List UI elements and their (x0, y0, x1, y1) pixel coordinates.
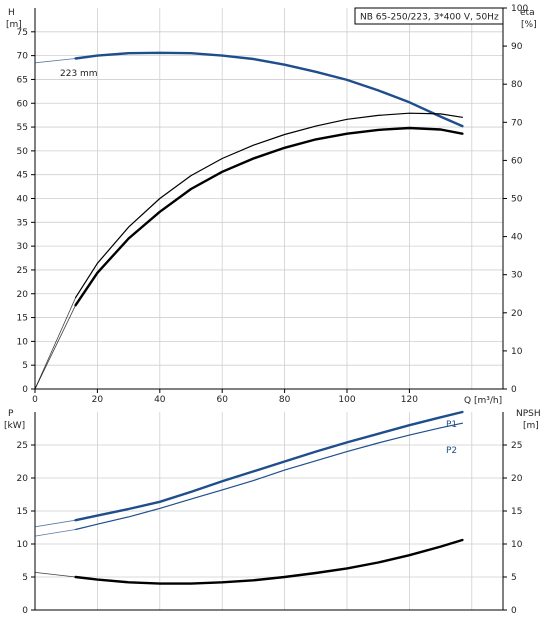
bottom-right-tick-label: 20 (511, 474, 523, 484)
top-left-tick-label: 40 (17, 195, 29, 205)
top-series-1-line (74, 112, 463, 299)
top-series-2-line (74, 126, 464, 307)
p2-series-label: P2 (446, 446, 457, 456)
x-tick-label: 80 (279, 395, 291, 405)
bottom-series-2-extension-line (34, 572, 76, 578)
top-left-tick-label: 60 (17, 99, 29, 109)
bottom-panel-axes: 0 5 10 15 20 25 0 5 10 15 20 25 (17, 412, 523, 616)
top-left-axis-label: H (8, 8, 15, 18)
impeller-diameter-label: 223 mm (60, 69, 98, 79)
top-right-tick-label: 50 (511, 195, 523, 205)
top-right-axis-unit: [%] (521, 20, 537, 30)
bottom-left-tick-label: 15 (17, 507, 28, 517)
top-left-tick-label: 10 (17, 337, 29, 347)
top-left-tick-label: 0 (22, 385, 28, 395)
x-tick-label: 0 (32, 395, 38, 405)
bottom-series-p1-line (74, 410, 464, 522)
bottom-left-tick-label: 25 (17, 441, 28, 451)
bottom-left-tick-label: 20 (17, 474, 29, 484)
top-right-tick-label: 30 (511, 271, 523, 281)
bottom-left-tick-label: 10 (17, 540, 29, 550)
top-right-tick-label: 70 (511, 118, 523, 128)
bottom-series-2-line (74, 538, 464, 585)
top-right-tick-label: 100 (511, 4, 528, 14)
bottom-right-tick-label: 5 (511, 573, 517, 583)
chart-title: NB 65-250/223, 3*400 V, 50Hz (360, 13, 499, 23)
top-left-axis-unit: [m] (6, 20, 22, 30)
top-left-tick-label: 35 (17, 218, 28, 228)
top-right-tick-label: 10 (511, 347, 523, 357)
bottom-series-p1-extension-line (34, 519, 76, 528)
x-tick-label: 120 (401, 395, 418, 405)
top-left-tick-label: 55 (17, 123, 28, 133)
top-left-tick-label: 30 (17, 242, 29, 252)
bottom-right-tick-label: 0 (511, 606, 517, 616)
top-series-0-line (74, 51, 464, 128)
x-tick-label: 20 (92, 395, 104, 405)
title-box (354, 7, 504, 25)
bottom-left-axis-unit: [kW] (4, 421, 25, 431)
top-left-tick-label: 5 (22, 361, 28, 371)
p1-series-label: P1 (446, 420, 457, 430)
bottom-right-tick-label: 15 (511, 507, 522, 517)
top-right-tick-label: 80 (511, 80, 523, 90)
top-left-tick-label: 75 (17, 28, 28, 38)
top-panel-axes: 0 5 10 15 20 25 30 35 40 45 50 55 60 65 70 75 0 10 20 30 40 5… (17, 4, 529, 405)
top-right-tick-label: 40 (511, 233, 523, 243)
bottom-left-tick-label: 5 (22, 573, 28, 583)
x-tick-label: 40 (154, 395, 166, 405)
top-left-tick-label: 70 (17, 52, 29, 62)
top-series-1-extension-line (34, 297, 76, 390)
top-panel-series (34, 51, 464, 390)
top-left-tick-label: 65 (17, 75, 28, 85)
top-left-tick-label: 50 (17, 147, 29, 157)
top-left-tick-label: 25 (17, 266, 28, 276)
bottom-series-p2-extension-line (34, 529, 76, 537)
bottom-left-tick-label: 0 (22, 606, 28, 616)
top-left-tick-label: 15 (17, 314, 28, 324)
bottom-panel-series (34, 410, 464, 585)
top-series-2-extension-line (34, 305, 76, 390)
bottom-panel-grid (35, 412, 503, 610)
bottom-right-tick-label: 25 (511, 441, 522, 451)
top-right-axis-label: eta (520, 8, 535, 18)
top-right-tick-label: 20 (511, 309, 523, 319)
bottom-right-axis-label: NPSH (516, 409, 541, 419)
top-panel-grid (35, 8, 503, 389)
top-right-tick-label: 60 (511, 156, 523, 166)
x-axis-label: Q [m³/h] (464, 396, 502, 406)
x-tick-label: 60 (216, 395, 228, 405)
top-left-tick-label: 20 (17, 290, 29, 300)
top-series-0-extension-line (34, 58, 76, 64)
bottom-series-p2-line (74, 422, 463, 531)
top-right-tick-label: 90 (511, 42, 523, 52)
bottom-right-axis-unit: [m] (523, 421, 539, 431)
bottom-right-tick-label: 10 (511, 540, 523, 550)
x-tick-label: 100 (338, 395, 355, 405)
top-right-tick-label: 0 (511, 385, 517, 395)
bottom-left-axis-label: P (8, 409, 14, 419)
top-left-tick-label: 45 (17, 171, 28, 181)
